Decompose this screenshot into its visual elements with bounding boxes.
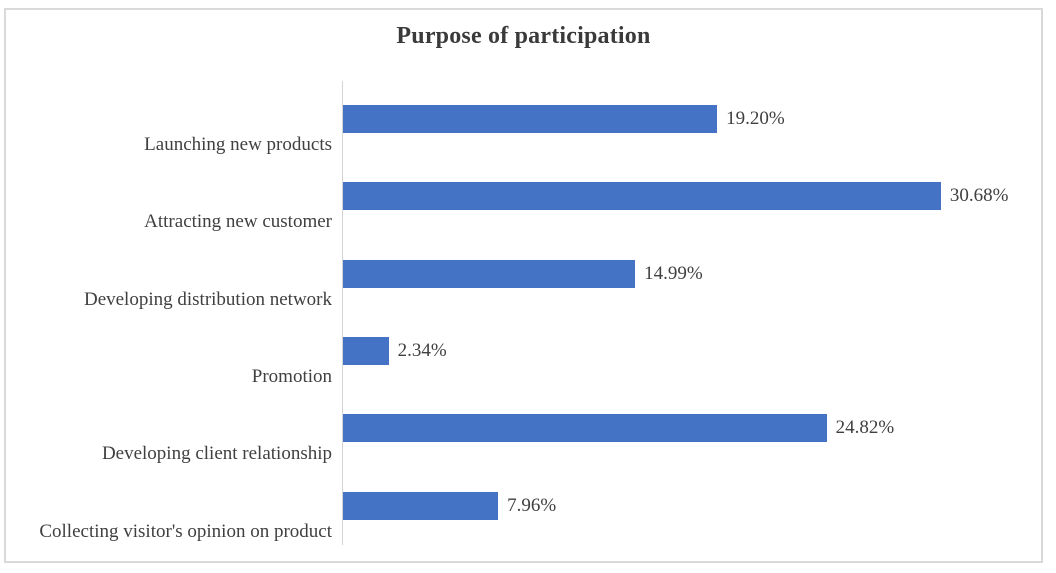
category-label: Promotion: [251, 365, 332, 387]
bar-row: 14.99%: [343, 259, 1025, 288]
chart-frame: Purpose of participation Launching new p…: [4, 8, 1043, 563]
bar-band: 7.96%: [343, 468, 1025, 545]
bar-3: [343, 259, 636, 288]
data-label: 19.20%: [726, 108, 785, 129]
bar-band: 30.68%: [343, 158, 1025, 235]
bar-band: 2.34%: [343, 313, 1025, 390]
data-label: 24.82%: [835, 417, 895, 439]
category-label: Developing client relationship: [101, 443, 332, 465]
bar-band: 14.99%: [343, 236, 1025, 313]
bar-4: [343, 336, 389, 365]
data-label: 30.68%: [949, 185, 1009, 207]
category-label: Launching new products: [144, 134, 332, 155]
plot-area: 19.20% 30.68% 14.99% 2.34% 24.82% 7.96%: [342, 81, 1025, 545]
bar-row: 30.68%: [343, 182, 1025, 211]
category-label: Attracting new customer: [144, 211, 332, 233]
category-axis-labels: Launching new products Attracting new cus…: [12, 81, 332, 545]
bar-band: 24.82%: [343, 390, 1025, 467]
bar-row: 24.82%: [343, 414, 1025, 443]
bar-row: 7.96%: [343, 491, 1025, 520]
bar-2: [343, 182, 941, 211]
category-label: Collecting visitor's opinion on product: [39, 520, 332, 542]
data-label: 14.99%: [644, 262, 703, 284]
data-label: 2.34%: [397, 339, 447, 361]
category-label: Developing distribution network: [83, 288, 332, 310]
chart-title: Purpose of participation: [396, 23, 651, 49]
bar-5: [343, 414, 827, 443]
bar-row: 19.20%: [343, 105, 1025, 133]
bar-6: [343, 491, 499, 520]
bar-1: [343, 105, 718, 133]
bar-band: 19.20%: [343, 81, 1025, 158]
data-label: 7.96%: [507, 494, 557, 516]
bar-row: 2.34%: [343, 336, 1025, 365]
